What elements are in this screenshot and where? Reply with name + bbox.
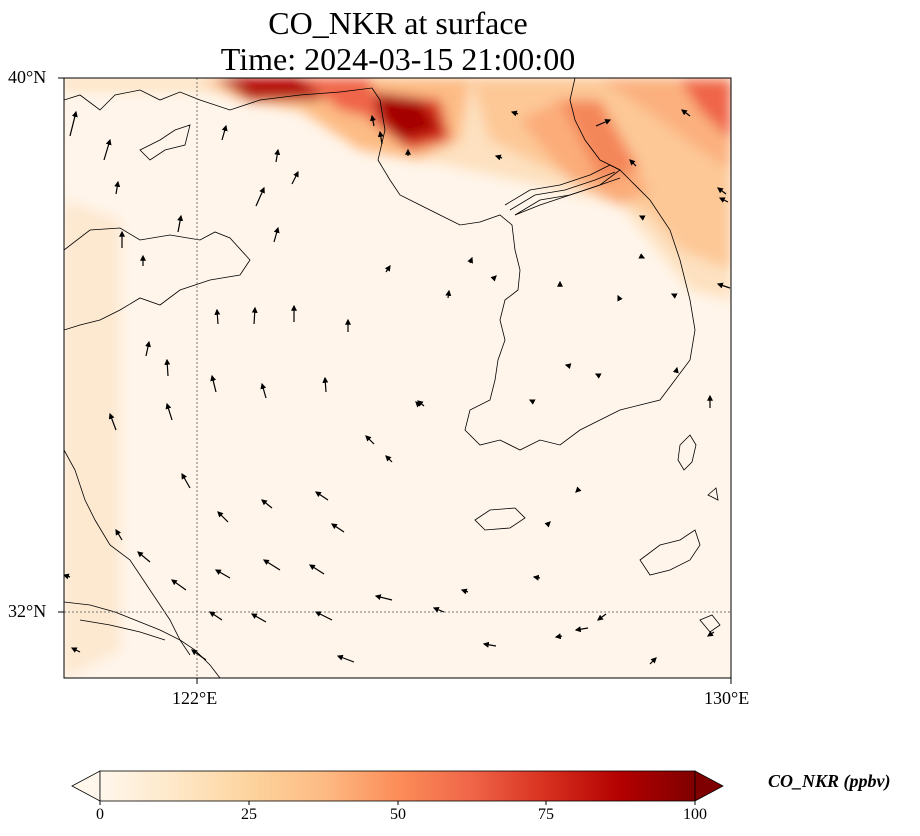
wind-arrow <box>331 523 345 533</box>
wind-arrow <box>164 358 171 377</box>
wind-arrow <box>564 363 572 370</box>
wind-arrow <box>670 293 678 299</box>
wind-arrow <box>528 399 536 405</box>
wind-arrow <box>70 647 81 653</box>
wind-vectors <box>64 109 731 665</box>
wind-arrow <box>274 148 281 163</box>
wind-arrow <box>384 265 391 273</box>
colorbar-gradient <box>99 770 696 802</box>
lat-label-32: 32°N <box>8 601 47 621</box>
wind-arrow <box>221 124 228 141</box>
map-title: CO_NKR at surface <box>268 5 528 41</box>
wind-arrow <box>717 187 727 195</box>
wind-arrow <box>64 573 71 580</box>
wind-arrow <box>369 114 376 127</box>
wind-arrow <box>638 215 646 221</box>
wind-arrow <box>114 180 121 195</box>
wind-arrow <box>385 455 393 463</box>
wind-arrow <box>291 170 299 185</box>
wind-arrow <box>314 611 333 621</box>
wind-arrow <box>460 588 469 595</box>
axis-ticks <box>58 77 732 684</box>
wind-arrow <box>308 564 325 575</box>
colorbar-tick-0: 0 <box>96 806 104 823</box>
map-frame <box>63 77 732 679</box>
wind-arrow <box>260 382 267 399</box>
wind-arrow <box>707 630 715 637</box>
wind-arrow <box>103 138 112 161</box>
wind-arrow <box>445 289 452 299</box>
wind-arrow <box>681 109 691 117</box>
wind-arrow <box>574 626 589 633</box>
wind-arrow <box>595 119 612 127</box>
wind-arrow <box>262 559 281 571</box>
wind-arrow <box>544 521 551 528</box>
wind-arrow <box>255 186 265 207</box>
colorbar-tick-50: 50 <box>390 806 406 823</box>
lon-label-130: 130°E <box>704 688 750 708</box>
colorbar <box>71 770 724 805</box>
wind-arrow <box>718 197 729 203</box>
wind-arrow <box>554 633 563 640</box>
wind-arrow <box>365 435 375 445</box>
wind-arrow <box>432 606 445 613</box>
wind-arrow <box>467 256 474 264</box>
wind-arrow <box>672 366 679 374</box>
wind-arrow <box>115 528 123 541</box>
wind-arrow <box>214 308 221 325</box>
wind-arrow <box>490 275 497 282</box>
colorbar-tick-100: 100 <box>683 806 707 823</box>
wind-arrow <box>165 402 173 421</box>
wind-arrow <box>145 340 151 357</box>
wind-arrow <box>597 613 607 621</box>
coastlines <box>64 78 721 678</box>
colorbar-min-extend <box>71 770 101 802</box>
concentration-field <box>64 78 731 678</box>
wind-arrow <box>214 569 231 579</box>
wind-arrow <box>177 214 184 233</box>
wind-arrow <box>181 472 191 489</box>
map-time: Time: 2024-03-15 21:00:00 <box>220 41 576 77</box>
wind-arrow <box>315 491 329 501</box>
wind-arrow <box>532 574 541 581</box>
wind-arrow <box>171 579 187 591</box>
wind-arrow <box>374 594 393 601</box>
colorbar-max-extend <box>694 770 724 802</box>
wind-arrow <box>415 401 422 408</box>
wind-arrow <box>191 649 207 661</box>
lat-label-40: 40°N <box>8 67 47 87</box>
wind-arrow <box>649 657 657 665</box>
colorbar-tick-25: 25 <box>241 806 257 823</box>
wind-arrow <box>251 306 258 325</box>
wind-arrow <box>261 499 273 509</box>
wind-arrow <box>617 294 623 302</box>
wind-arrow <box>638 253 646 259</box>
wind-arrow <box>108 412 117 431</box>
wind-arrow <box>336 654 355 663</box>
colorbar-label: CO_NKR (ppbv) <box>768 771 891 791</box>
wind-arrow <box>377 130 384 145</box>
wind-arrow <box>594 373 602 379</box>
wind-arrow <box>210 374 217 393</box>
wind-arrow <box>629 159 637 167</box>
wind-arrow <box>322 376 329 393</box>
wind-arrow <box>494 154 503 161</box>
wind-arrow <box>69 110 78 137</box>
wind-arrow <box>510 110 519 117</box>
wind-arrow <box>250 613 267 623</box>
wind-arrow <box>137 551 151 563</box>
wind-arrow <box>575 486 582 493</box>
wind-arrow <box>716 282 731 289</box>
wind-arrow <box>209 611 223 621</box>
gridlines <box>64 78 731 678</box>
colorbar-tick-75: 75 <box>538 806 554 823</box>
wind-arrow <box>273 226 280 243</box>
lon-label-122: 122°E <box>172 688 218 708</box>
wind-arrow <box>217 511 229 523</box>
wind-arrow <box>482 641 497 648</box>
